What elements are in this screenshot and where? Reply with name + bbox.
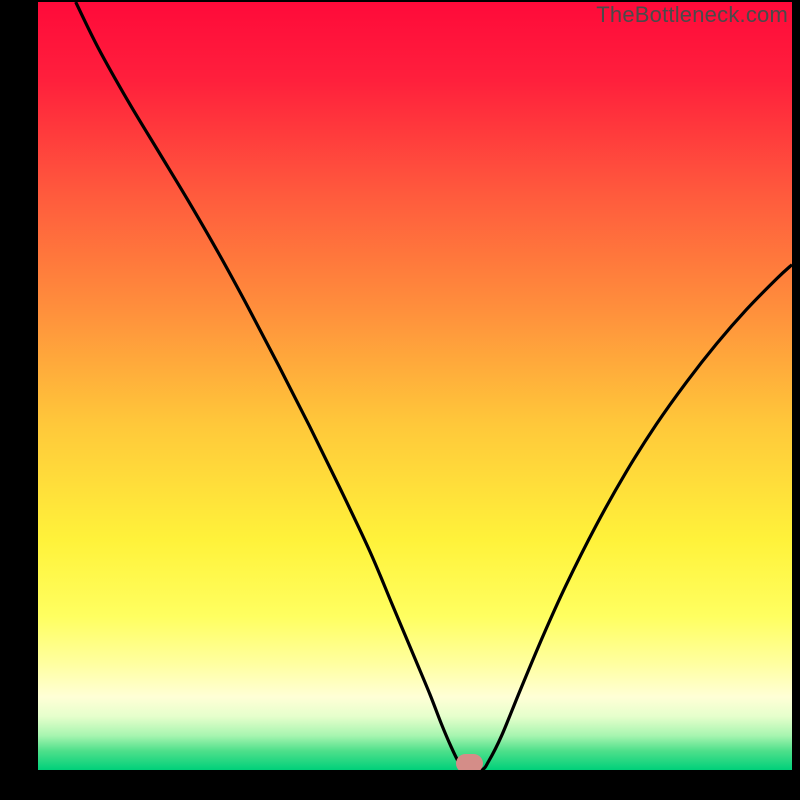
plot-area: [38, 2, 792, 770]
curve-svg: [38, 2, 792, 770]
watermark-text: TheBottleneck.com: [596, 2, 788, 28]
bottleneck-marker: [456, 754, 483, 770]
chart-frame: TheBottleneck.com: [0, 0, 800, 800]
bottleneck-curve: [76, 2, 792, 770]
